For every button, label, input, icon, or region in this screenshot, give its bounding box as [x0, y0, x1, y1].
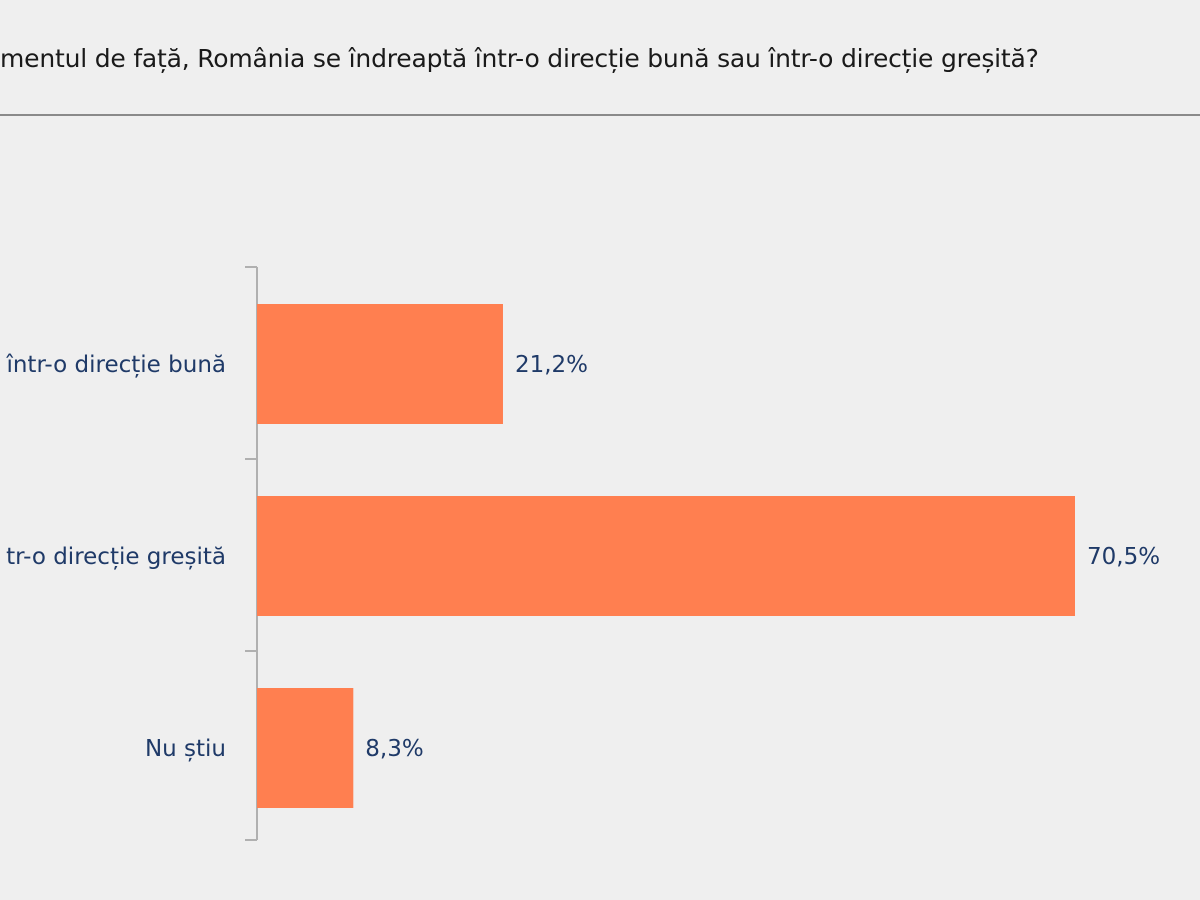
data-label: 21,2%: [515, 352, 588, 378]
category-label: într-o direcție bună: [5, 352, 226, 378]
bar: [257, 688, 354, 808]
bar: [257, 496, 1075, 616]
title-divider: [0, 114, 1200, 116]
data-label: 8,3%: [365, 736, 423, 762]
chart-title: mentul de față, România se îndreaptă înt…: [0, 44, 1039, 73]
category-label: tr-o direcție greșită: [6, 544, 226, 570]
category-label: Nu știu: [145, 736, 226, 762]
bar: [257, 304, 503, 424]
data-label: 70,5%: [1087, 544, 1160, 570]
